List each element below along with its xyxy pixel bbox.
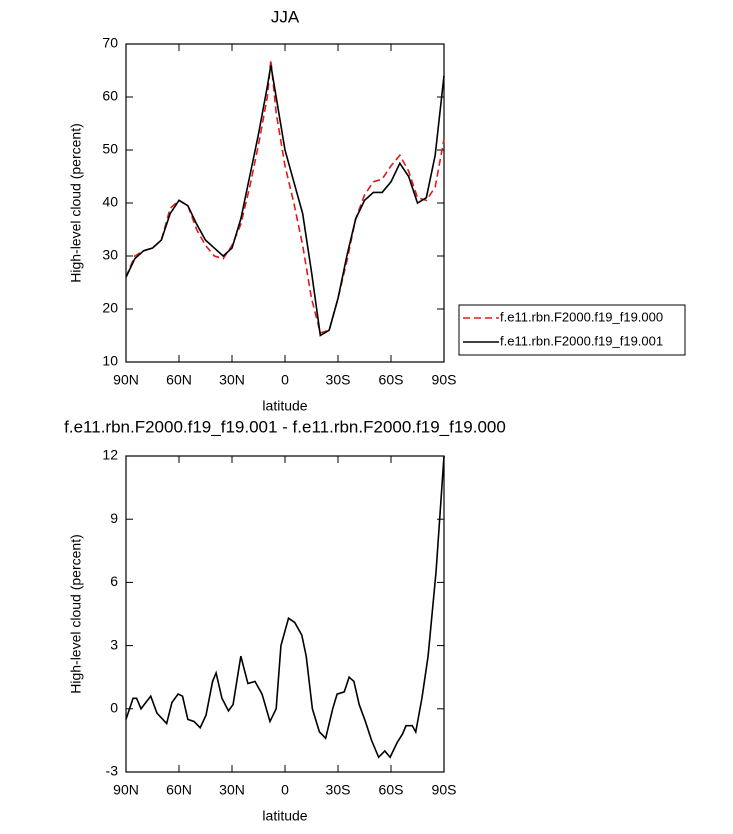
chart-title: f.e11.rbn.F2000.f19_f19.001 - f.e11.rbn.…: [64, 417, 506, 436]
legend-label: f.e11.rbn.F2000.f19_f19.000: [500, 309, 663, 324]
chart-title: JJA: [271, 7, 300, 26]
y-tick-label: 12: [102, 447, 118, 463]
x-tick-label: 30S: [326, 372, 351, 388]
x-tick-label: 60N: [166, 782, 192, 798]
y-tick-label: 20: [102, 300, 118, 316]
y-tick-label: 6: [110, 573, 118, 589]
y-axis-label: High-level cloud (percent): [68, 123, 84, 283]
y-tick-label: -3: [106, 763, 119, 779]
x-tick-label: 30N: [219, 782, 245, 798]
x-tick-label: 90N: [113, 372, 139, 388]
x-tick-label: 90S: [432, 782, 457, 798]
y-tick-label: 60: [102, 88, 118, 104]
y-tick-label: 30: [102, 247, 118, 263]
y-tick-label: 10: [102, 353, 118, 369]
y-tick-label: 9: [110, 510, 118, 526]
x-tick-label: 90S: [432, 372, 457, 388]
x-axis-label: latitude: [262, 398, 307, 414]
legend-label: f.e11.rbn.F2000.f19_f19.001: [500, 333, 663, 348]
data-line: [125, 65, 445, 337]
y-tick-label: 0: [110, 700, 118, 716]
x-tick-label: 60N: [166, 372, 192, 388]
y-axis-label: High-level cloud (percent): [68, 534, 84, 694]
x-tick-label: 0: [281, 372, 289, 388]
plot-frame: [125, 455, 445, 773]
legend-box: [458, 304, 686, 356]
y-tick-label: 50: [102, 141, 118, 157]
x-axis-label: latitude: [262, 808, 307, 824]
data-line: [125, 455, 445, 759]
y-tick-label: 40: [102, 194, 118, 210]
y-tick-label: 3: [110, 636, 118, 652]
x-tick-label: 90N: [113, 782, 139, 798]
x-tick-label: 30S: [326, 782, 351, 798]
data-line: [125, 59, 445, 334]
x-tick-label: 60S: [379, 782, 404, 798]
y-tick-label: 70: [102, 35, 118, 51]
x-tick-label: 60S: [379, 372, 404, 388]
x-tick-label: 30N: [219, 372, 245, 388]
x-tick-label: 0: [281, 782, 289, 798]
plot-frame: [125, 43, 445, 363]
